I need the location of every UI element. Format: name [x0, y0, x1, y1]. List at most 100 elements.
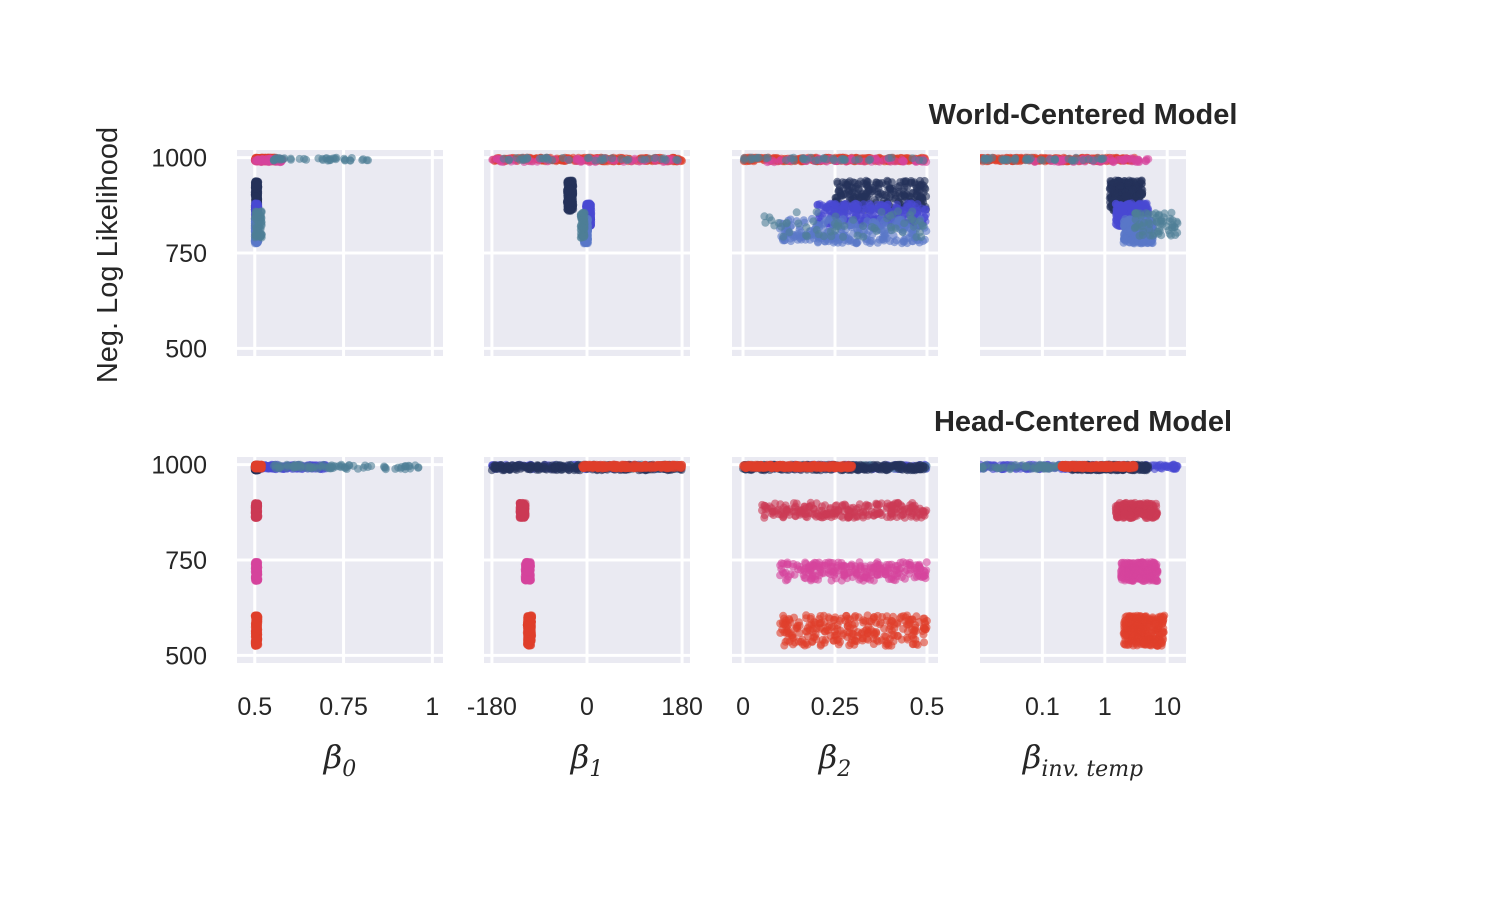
data-point — [856, 193, 865, 202]
data-point — [919, 156, 928, 165]
data-point — [866, 155, 875, 164]
data-point — [909, 188, 918, 197]
data-point — [827, 232, 836, 241]
data-point — [840, 156, 849, 164]
data-point — [898, 228, 907, 237]
data-point — [814, 230, 823, 239]
data-point — [886, 211, 895, 220]
data-point — [672, 155, 681, 164]
data-point — [1138, 222, 1147, 231]
data-point — [624, 155, 633, 164]
data-point — [794, 219, 803, 228]
data-point — [854, 184, 863, 193]
data-point — [1128, 185, 1137, 194]
data-point — [601, 154, 610, 163]
data-point — [870, 224, 879, 233]
data-point — [916, 193, 925, 202]
data-point — [657, 155, 666, 164]
data-point — [880, 231, 889, 240]
data-point — [637, 155, 646, 164]
data-point — [548, 156, 557, 165]
data-point — [792, 208, 801, 217]
data-point — [1167, 208, 1176, 217]
y-axis-label: Neg. Log Likelihood — [92, 127, 124, 383]
data-point — [1121, 215, 1130, 223]
data-point — [1022, 154, 1031, 163]
data-point — [608, 154, 617, 163]
points — [250, 460, 423, 650]
data-point — [849, 178, 858, 187]
data-point — [1004, 155, 1013, 164]
data-point — [809, 217, 818, 226]
data-point — [981, 154, 990, 163]
data-point — [830, 219, 839, 228]
data-point — [286, 155, 295, 164]
y-tick-label: 500 — [165, 335, 207, 363]
data-point — [1110, 178, 1119, 187]
row-title-world: World-Centered Model — [929, 99, 1238, 131]
data-point — [650, 154, 659, 162]
data-point — [849, 215, 858, 224]
data-point — [899, 157, 908, 166]
data-point — [761, 218, 770, 227]
data-point — [1145, 220, 1154, 228]
data-point — [854, 155, 863, 164]
data-point — [865, 185, 874, 194]
data-point — [578, 223, 587, 232]
data-point — [876, 189, 885, 198]
data-point — [575, 155, 584, 164]
points — [739, 153, 931, 248]
data-point — [896, 178, 905, 187]
points — [488, 153, 686, 248]
data-point — [578, 218, 587, 226]
data-point — [822, 155, 831, 164]
data-point — [770, 221, 779, 230]
data-point — [1109, 158, 1118, 167]
data-point — [887, 178, 896, 187]
y-tick-label: 750 — [165, 240, 207, 268]
data-point — [1173, 228, 1182, 237]
data-point — [251, 192, 260, 201]
data-point — [564, 187, 573, 195]
data-point — [900, 219, 909, 228]
data-point — [845, 194, 854, 202]
data-point — [803, 232, 812, 241]
data-point — [1113, 217, 1122, 226]
data-point — [859, 179, 868, 188]
data-point — [1141, 202, 1150, 211]
data-point — [889, 187, 898, 196]
data-point — [579, 233, 588, 242]
data-point — [853, 231, 862, 240]
data-point — [815, 201, 824, 210]
data-point — [1136, 209, 1145, 218]
data-point — [1165, 229, 1174, 238]
data-point — [812, 208, 821, 216]
data-point — [836, 191, 845, 200]
data-point — [843, 181, 851, 190]
data-point — [1036, 155, 1045, 164]
data-point — [746, 155, 755, 164]
data-point — [1135, 189, 1144, 198]
data-point — [1089, 156, 1098, 165]
data-point — [566, 206, 575, 215]
panel-b2-row0 — [732, 150, 938, 356]
data-point — [1051, 156, 1059, 165]
data-point — [359, 155, 368, 164]
data-point — [1010, 156, 1019, 165]
data-point — [806, 153, 815, 162]
data-point — [1132, 158, 1141, 166]
data-point — [1173, 219, 1182, 228]
data-point — [988, 153, 997, 162]
data-point — [829, 154, 838, 163]
data-point — [591, 156, 600, 165]
data-point — [255, 229, 264, 238]
data-point — [894, 207, 902, 216]
data-point — [585, 199, 594, 208]
data-point — [566, 194, 575, 202]
data-point — [257, 220, 266, 229]
data-point — [785, 228, 794, 237]
data-point — [256, 207, 265, 216]
